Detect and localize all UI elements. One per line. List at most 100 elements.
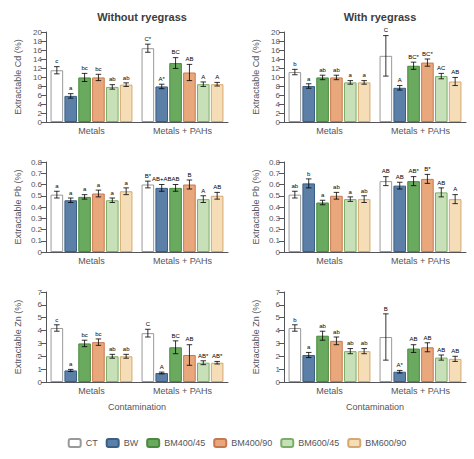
svg-text:6: 6	[276, 300, 281, 309]
svg-text:BC: BC	[171, 49, 180, 55]
svg-text:bc: bc	[81, 65, 87, 71]
svg-text:ab: ab	[333, 67, 340, 73]
svg-text:0.7: 0.7	[31, 169, 43, 178]
svg-text:2: 2	[38, 109, 43, 118]
svg-text:18: 18	[271, 37, 280, 46]
svg-text:a: a	[362, 72, 366, 78]
svg-text:A*: A*	[397, 362, 404, 368]
svg-text:a: a	[69, 190, 73, 196]
svg-text:Metals: Metals	[78, 386, 105, 396]
svg-text:b: b	[293, 61, 297, 67]
svg-text:10: 10	[33, 73, 42, 82]
svg-text:7: 7	[38, 288, 43, 297]
svg-text:Extractable Zn (%): Extractable Zn (%)	[251, 300, 261, 375]
svg-text:20: 20	[33, 28, 42, 37]
svg-text:BC: BC	[171, 333, 180, 339]
svg-text:Metals + PAHs: Metals + PAHs	[391, 386, 451, 396]
svg-text:18: 18	[33, 37, 42, 46]
svg-text:a: a	[124, 180, 128, 186]
svg-text:C: C	[384, 27, 389, 33]
svg-text:Metals + PAHs: Metals + PAHs	[391, 256, 451, 266]
svg-text:Extractable Cd (%): Extractable Cd (%)	[251, 39, 261, 115]
svg-text:B: B	[384, 306, 388, 312]
svg-text:0: 0	[38, 248, 43, 257]
svg-text:0.4: 0.4	[31, 203, 43, 212]
svg-text:Without ryegrass: Without ryegrass	[97, 11, 187, 23]
svg-text:Extractable Cd (%): Extractable Cd (%)	[13, 39, 23, 115]
svg-text:Metals + PAHs: Metals + PAHs	[153, 386, 213, 396]
svg-text:Metals: Metals	[78, 256, 105, 266]
svg-text:BM600/45: BM600/45	[298, 438, 339, 448]
svg-text:0: 0	[276, 378, 281, 387]
svg-text:Extractable Zn (%): Extractable Zn (%)	[13, 300, 23, 375]
svg-text:0.6: 0.6	[269, 180, 281, 189]
svg-text:0: 0	[38, 118, 43, 127]
svg-text:0.1: 0.1	[31, 236, 43, 245]
svg-text:A*: A*	[159, 76, 166, 82]
svg-text:4: 4	[38, 100, 43, 109]
svg-text:0.2: 0.2	[31, 225, 43, 234]
svg-text:AB*: AB*	[408, 168, 419, 174]
svg-text:A: A	[201, 188, 205, 194]
svg-text:4: 4	[276, 100, 281, 109]
svg-text:8: 8	[38, 82, 43, 91]
svg-text:AB: AB	[185, 336, 193, 342]
svg-text:1: 1	[38, 365, 43, 374]
svg-text:Extractable Pb (%): Extractable Pb (%)	[13, 169, 23, 244]
svg-text:A: A	[398, 77, 402, 83]
svg-text:0.3: 0.3	[31, 214, 43, 223]
svg-text:AB: AB	[437, 347, 445, 353]
svg-text:6: 6	[276, 91, 281, 100]
svg-text:a: a	[69, 361, 73, 367]
svg-text:Extractable Pb (%): Extractable Pb (%)	[251, 169, 261, 244]
svg-text:16: 16	[33, 46, 42, 55]
svg-text:Metals: Metals	[316, 386, 343, 396]
svg-text:C*: C*	[145, 36, 152, 42]
svg-text:2: 2	[276, 352, 281, 361]
svg-text:Metals: Metals	[78, 126, 105, 136]
svg-text:Metals: Metals	[316, 126, 343, 136]
svg-text:b: b	[307, 171, 311, 177]
svg-text:a: a	[349, 189, 353, 195]
svg-text:ab: ab	[109, 346, 116, 352]
svg-text:AB: AB	[172, 176, 180, 182]
svg-text:AB*: AB*	[198, 353, 209, 359]
svg-text:B*: B*	[145, 173, 152, 179]
svg-text:AB+AB: AB+AB	[152, 176, 172, 182]
svg-text:BM400/45: BM400/45	[164, 438, 205, 448]
svg-text:12: 12	[271, 64, 280, 73]
svg-text:14: 14	[33, 55, 42, 64]
svg-text:a: a	[307, 344, 311, 350]
svg-text:0.2: 0.2	[269, 225, 281, 234]
svg-text:bc: bc	[95, 66, 101, 72]
svg-text:4: 4	[276, 326, 281, 335]
svg-text:AB: AB	[185, 56, 193, 62]
svg-text:AB: AB	[451, 69, 459, 75]
svg-text:BC*: BC*	[408, 54, 419, 60]
svg-text:b: b	[293, 317, 297, 323]
svg-text:5: 5	[38, 313, 43, 322]
svg-text:A: A	[201, 74, 205, 80]
svg-text:A: A	[160, 364, 164, 370]
svg-text:6: 6	[38, 91, 43, 100]
svg-text:ab: ab	[361, 340, 368, 346]
svg-text:BM600/90: BM600/90	[365, 438, 406, 448]
svg-text:Metals + PAHs: Metals + PAHs	[153, 126, 213, 136]
svg-text:5: 5	[276, 313, 281, 322]
svg-text:a: a	[111, 190, 115, 196]
svg-text:14: 14	[271, 55, 280, 64]
svg-text:ab: ab	[319, 67, 326, 73]
svg-text:C: C	[146, 321, 151, 327]
svg-text:AB*: AB*	[212, 353, 223, 359]
svg-text:AB: AB	[410, 336, 418, 342]
svg-text:With ryegrass: With ryegrass	[344, 11, 417, 23]
svg-text:20: 20	[271, 28, 280, 37]
svg-text:16: 16	[271, 46, 280, 55]
svg-text:a: a	[321, 192, 325, 198]
svg-text:0: 0	[276, 118, 281, 127]
svg-text:4: 4	[38, 326, 43, 335]
svg-text:ab: ab	[333, 329, 340, 335]
svg-text:8: 8	[276, 82, 281, 91]
svg-text:ab: ab	[347, 340, 354, 346]
svg-text:ab: ab	[319, 323, 326, 329]
